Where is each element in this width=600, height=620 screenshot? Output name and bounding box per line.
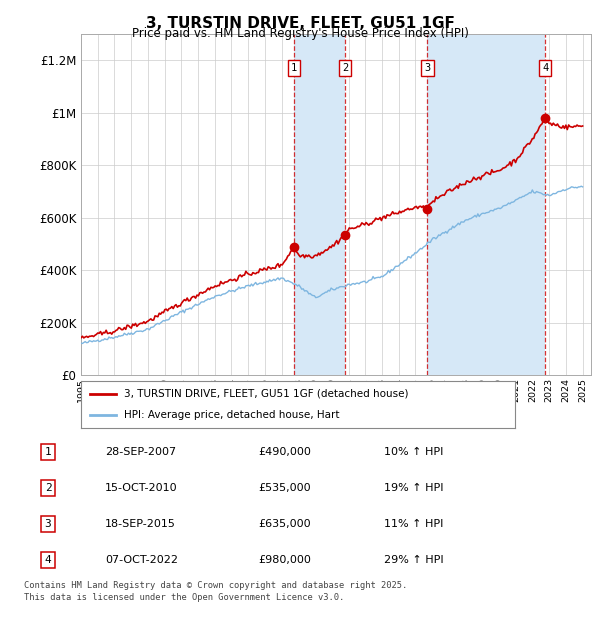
- Text: 11% ↑ HPI: 11% ↑ HPI: [384, 519, 443, 529]
- Text: 3: 3: [424, 63, 431, 73]
- Text: 2: 2: [342, 63, 348, 73]
- Bar: [294, 34, 345, 375]
- Text: 07-OCT-2022: 07-OCT-2022: [105, 555, 178, 565]
- Text: 1: 1: [44, 447, 52, 457]
- Text: 4: 4: [542, 63, 548, 73]
- Text: 15-OCT-2010: 15-OCT-2010: [105, 483, 178, 493]
- Text: 1: 1: [291, 63, 298, 73]
- Text: £490,000: £490,000: [258, 447, 311, 457]
- Text: 3: 3: [44, 519, 52, 529]
- Text: 18-SEP-2015: 18-SEP-2015: [105, 519, 176, 529]
- Text: 3, TURSTIN DRIVE, FLEET, GU51 1GF (detached house): 3, TURSTIN DRIVE, FLEET, GU51 1GF (detac…: [124, 389, 409, 399]
- Text: HPI: Average price, detached house, Hart: HPI: Average price, detached house, Hart: [124, 410, 340, 420]
- Text: £980,000: £980,000: [258, 555, 311, 565]
- Text: 19% ↑ HPI: 19% ↑ HPI: [384, 483, 443, 493]
- Text: £635,000: £635,000: [258, 519, 311, 529]
- Text: 29% ↑ HPI: 29% ↑ HPI: [384, 555, 443, 565]
- Text: 2: 2: [44, 483, 52, 493]
- Bar: [427, 34, 545, 375]
- Text: £535,000: £535,000: [258, 483, 311, 493]
- Text: Contains HM Land Registry data © Crown copyright and database right 2025.
This d: Contains HM Land Registry data © Crown c…: [24, 581, 407, 602]
- Text: 28-SEP-2007: 28-SEP-2007: [105, 447, 176, 457]
- Text: 10% ↑ HPI: 10% ↑ HPI: [384, 447, 443, 457]
- Text: 4: 4: [44, 555, 52, 565]
- Text: 3, TURSTIN DRIVE, FLEET, GU51 1GF: 3, TURSTIN DRIVE, FLEET, GU51 1GF: [146, 16, 454, 30]
- Text: Price paid vs. HM Land Registry's House Price Index (HPI): Price paid vs. HM Land Registry's House …: [131, 27, 469, 40]
